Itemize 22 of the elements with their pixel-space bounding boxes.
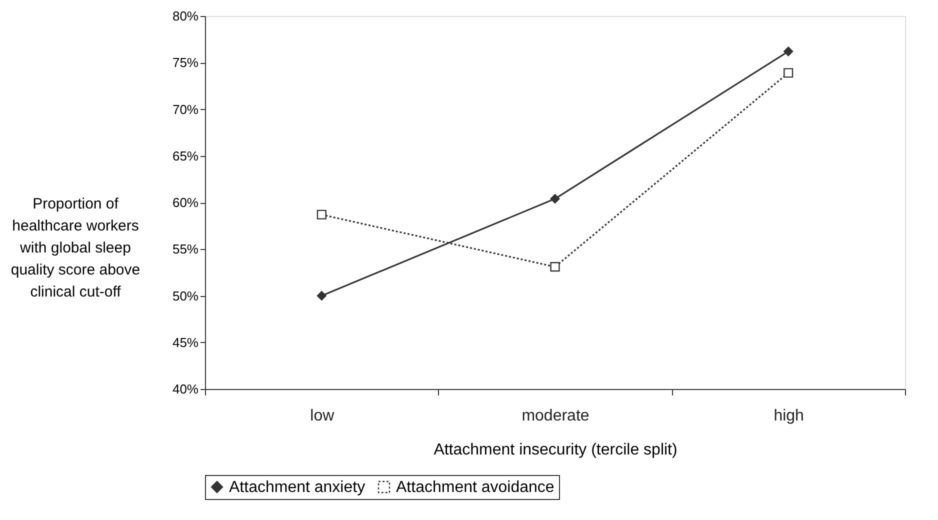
point: [784, 68, 794, 78]
point: [550, 194, 560, 204]
point: [316, 210, 326, 220]
y-tick-label: 45%: [172, 334, 199, 350]
legend-label: Attachment avoidance: [396, 479, 554, 496]
y-axis-title: Proportion of healthcare workers with global sleep quality score above clinical cut-off: [10, 196, 140, 300]
y-tick-label: 80%: [172, 8, 199, 24]
x-axis-title: Attachment insecurity (tercile split): [434, 442, 678, 458]
y-tick-label: 50%: [172, 288, 199, 304]
y-tick-label: 75%: [172, 55, 199, 70]
point: [550, 262, 560, 272]
y-tick-label: 55%: [172, 242, 199, 257]
y-tick-label: 65%: [172, 148, 199, 164]
point: [316, 290, 326, 301]
y-tick-label: 70%: [172, 102, 199, 117]
y-tick-label: 60%: [172, 195, 199, 210]
y-tick-label: 40%: [172, 382, 199, 396]
point: [784, 46, 794, 56]
legend-label: Attachment anxiety: [229, 479, 366, 496]
x-tick-label: moderate: [522, 408, 590, 424]
x-tick-label: low: [310, 408, 335, 424]
x-tick-label: high: [774, 408, 804, 424]
